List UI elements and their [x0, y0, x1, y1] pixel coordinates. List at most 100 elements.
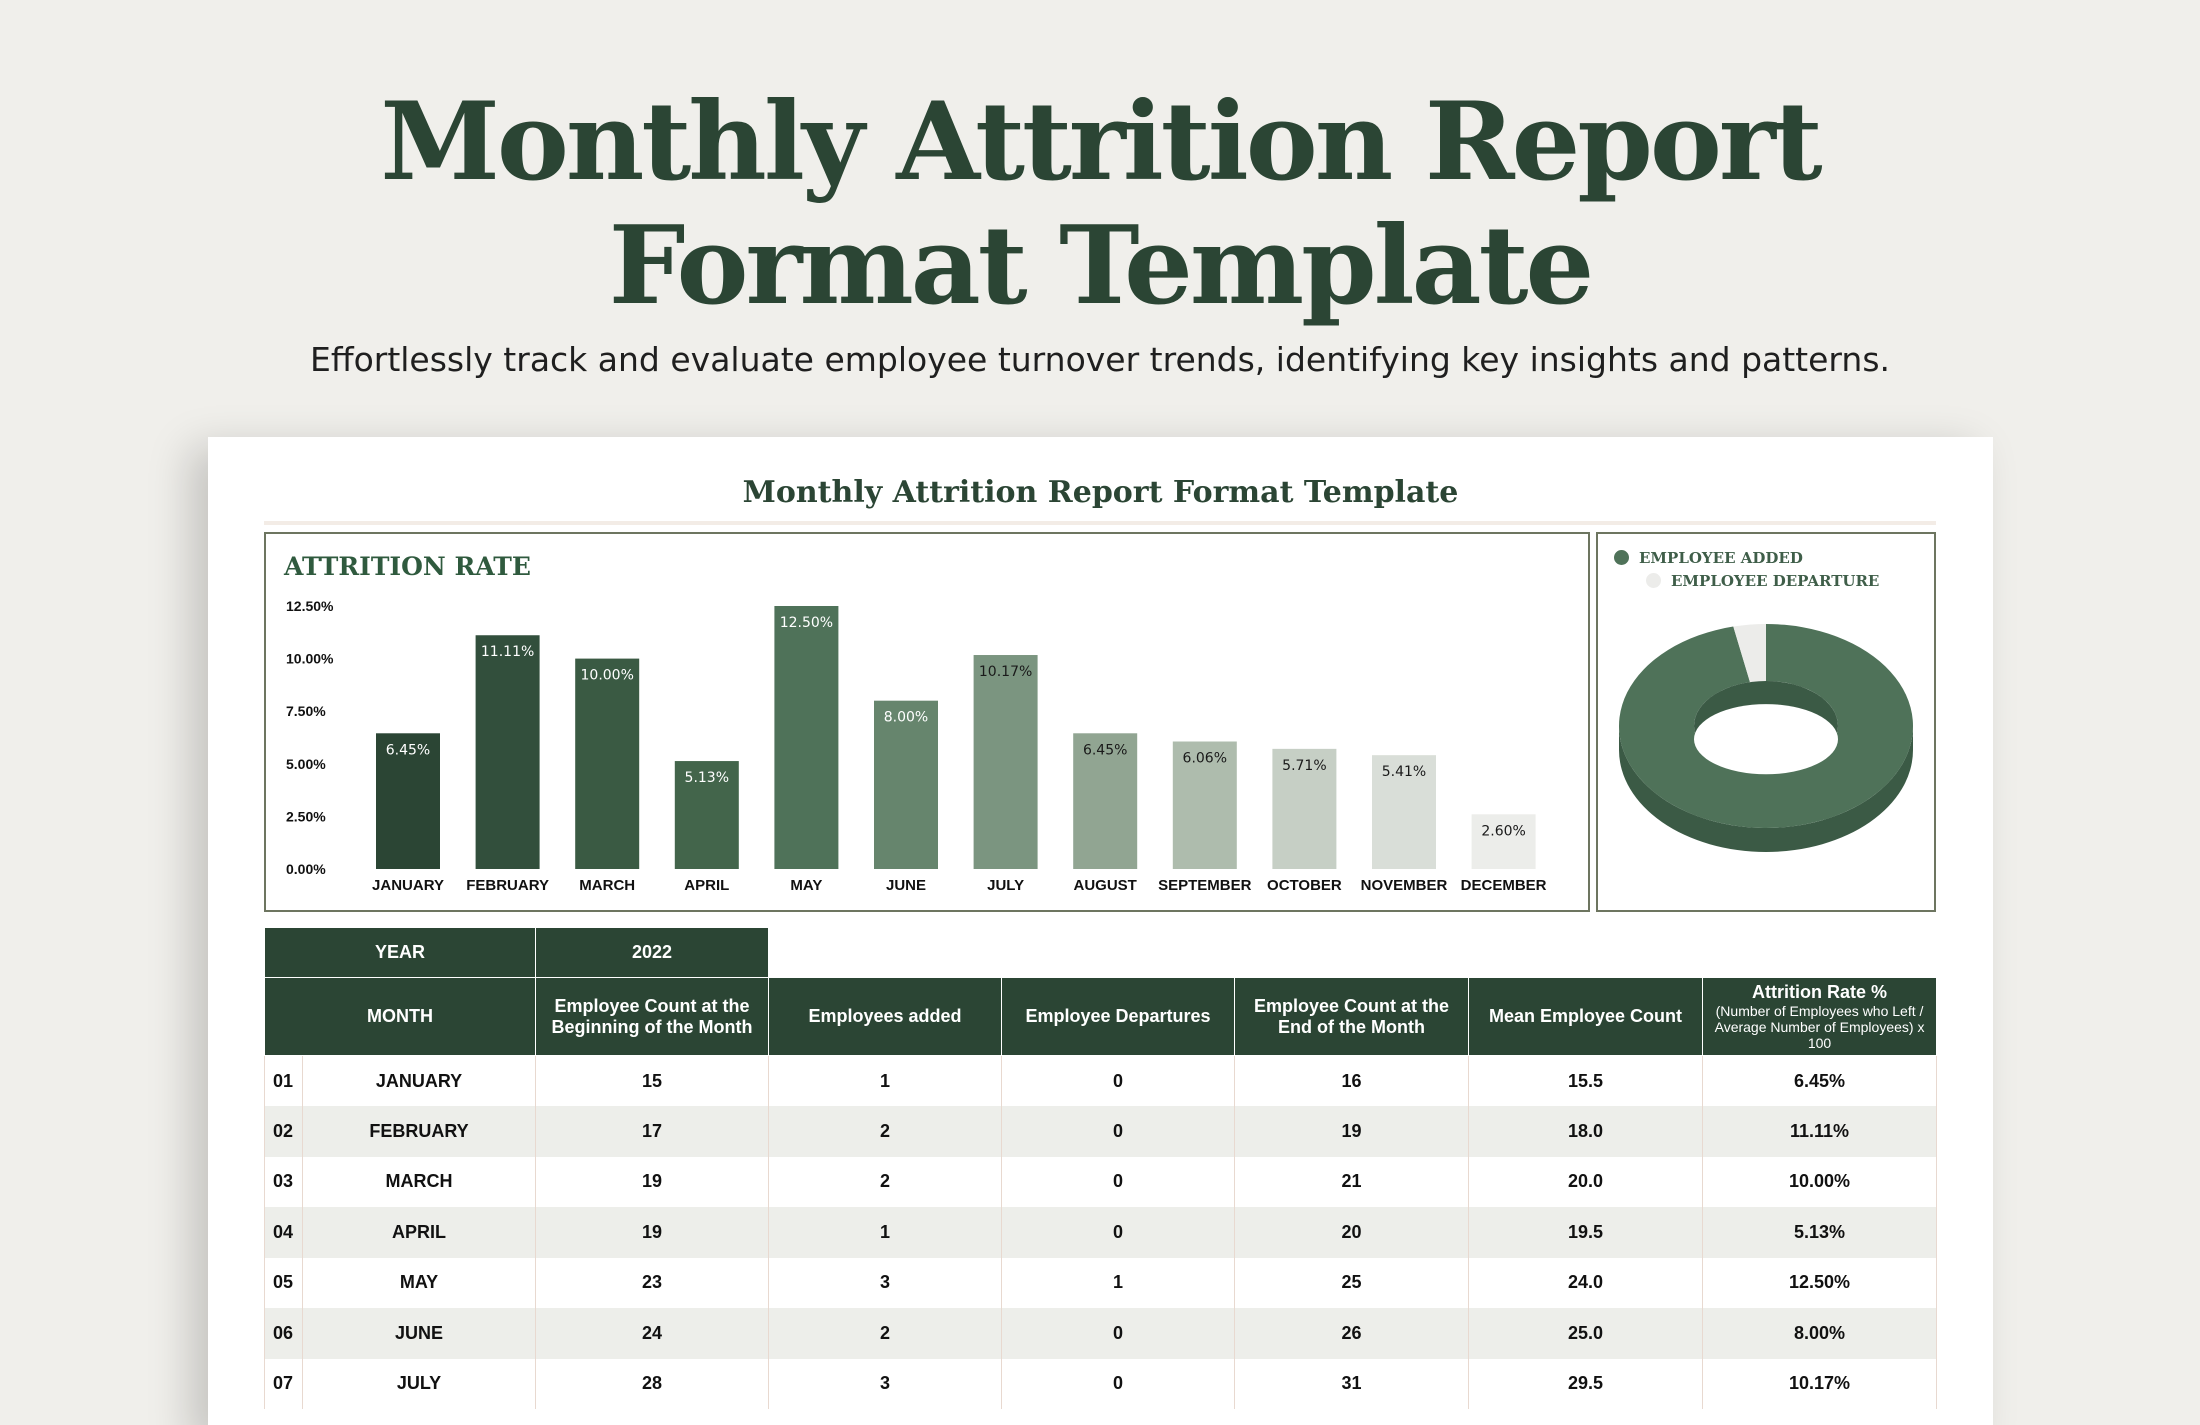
month-cell: MARCH — [302, 1156, 537, 1207]
donut-legend: EMPLOYEE ADDED EMPLOYEE DEPARTURE — [1614, 546, 1879, 592]
bar — [973, 655, 1038, 869]
legend-label-departure: EMPLOYEE DEPARTURE — [1671, 571, 1880, 590]
legend-item-departure: EMPLOYEE DEPARTURE — [1646, 569, 1879, 592]
end-count-cell: 31 — [1234, 1358, 1470, 1409]
bar — [774, 606, 839, 869]
x-tick-label: MAY — [790, 877, 822, 894]
departures-cell: 1 — [1001, 1257, 1236, 1308]
year-value: 2022 — [535, 927, 770, 978]
bar — [1073, 733, 1138, 869]
begin-count-cell: 23 — [535, 1257, 770, 1308]
attrition-table: YEAR 2022 MONTH Employee Count at the Be… — [263, 927, 1938, 1409]
table-row: 04 APRIL 19 1 0 20 19.5 5.13% — [264, 1207, 1938, 1258]
mean-count-cell: 24.0 — [1468, 1257, 1704, 1308]
added-cell: 3 — [768, 1358, 1003, 1409]
row-number: 06 — [264, 1308, 303, 1359]
departures-cell: 0 — [1001, 1308, 1236, 1359]
page-title: Monthly Attrition Report Format Template — [0, 80, 2200, 328]
y-tick-label: 5.00% — [286, 756, 326, 772]
mean-count-cell: 18.0 — [1468, 1106, 1704, 1157]
attrition-rate-cell: 8.00% — [1702, 1308, 1938, 1359]
legend-label-added: EMPLOYEE ADDED — [1639, 548, 1803, 567]
departures-cell: 0 — [1001, 1106, 1236, 1157]
col-header-rate: Attrition Rate % (Number of Employees wh… — [1702, 977, 1938, 1056]
attrition-rate-cell: 12.50% — [1702, 1257, 1938, 1308]
begin-count-cell: 15 — [535, 1055, 770, 1106]
y-tick-label: 2.50% — [286, 808, 326, 824]
month-cell: JANUARY — [302, 1055, 537, 1106]
bar — [1272, 748, 1337, 869]
begin-count-cell: 24 — [535, 1308, 770, 1359]
bar-value-label: 6.45% — [386, 742, 430, 758]
col-header-mean: Mean Employee Count — [1468, 977, 1704, 1056]
bar — [1372, 755, 1436, 869]
bar — [874, 700, 938, 869]
mean-count-cell: 25.0 — [1468, 1308, 1704, 1359]
row-number: 05 — [264, 1257, 303, 1308]
bar-value-label: 10.00% — [581, 668, 634, 684]
x-tick-label: MARCH — [579, 877, 635, 894]
mean-count-cell: 29.5 — [1468, 1358, 1704, 1409]
end-count-cell: 21 — [1234, 1156, 1470, 1207]
x-tick-label: AUGUST — [1074, 877, 1137, 894]
donut-hole — [1694, 704, 1838, 775]
page-subtitle: Effortlessly track and evaluate employee… — [309, 340, 1891, 379]
legend-swatch-departure — [1646, 573, 1661, 588]
bar-value-label: 5.13% — [685, 770, 729, 786]
col-header-begin: Employee Count at the Beginning of the M… — [535, 977, 770, 1056]
added-cell: 2 — [768, 1156, 1003, 1207]
bar-value-label: 6.45% — [1083, 742, 1127, 758]
year-row: YEAR 2022 — [263, 927, 1937, 978]
donut-side-wall — [1619, 726, 1913, 852]
bar-value-label: 8.00% — [884, 710, 928, 726]
attrition-bar-chart-svg: 0.00% 2.50% 5.00% 7.50% 10.00% 12.50% 6.45% JAN… — [286, 598, 1547, 894]
attrition-rate-cell: 10.17% — [1702, 1358, 1938, 1409]
year-label: YEAR — [263, 927, 537, 978]
rate-header-formula: (Number of Employees who Left / Average … — [1714, 1003, 1925, 1051]
bar-value-label: 5.41% — [1382, 764, 1426, 780]
attrition-rate-cell: 10.00% — [1702, 1156, 1938, 1207]
begin-count-cell: 28 — [535, 1358, 770, 1409]
title-divider — [264, 521, 1936, 525]
bar — [376, 733, 440, 869]
end-count-cell: 26 — [1234, 1308, 1470, 1359]
mean-count-cell: 19.5 — [1468, 1207, 1704, 1258]
donut-svg — [1619, 624, 1913, 852]
attrition-rate-cell: 5.13% — [1702, 1207, 1938, 1258]
employee-donut-chart: EMPLOYEE ADDED EMPLOYEE DEPARTURE — [1596, 532, 1936, 912]
x-tick-label: JULY — [987, 877, 1024, 894]
row-number: 03 — [264, 1156, 303, 1207]
sheet-title: Monthly Attrition Report Format Template — [742, 475, 1459, 510]
col-header-departures: Employee Departures — [1001, 977, 1236, 1056]
spreadsheet-preview: Monthly Attrition Report Format Template… — [208, 437, 1993, 1425]
y-tick-label: 12.50% — [286, 598, 334, 614]
bar-value-label: 10.17% — [979, 664, 1032, 680]
mean-count-cell: 15.5 — [1468, 1055, 1704, 1106]
attrition-rate-chart: 0.00% 2.50% 5.00% 7.50% 10.00% 12.50% 6.45% JAN… — [264, 532, 1590, 912]
begin-count-cell: 19 — [535, 1156, 770, 1207]
table-row: 01 JANUARY 15 1 0 16 15.5 6.45% — [264, 1055, 1938, 1106]
begin-count-cell: 17 — [535, 1106, 770, 1157]
page-title-line-1: Monthly Attrition Report — [380, 79, 1822, 205]
month-cell: MAY — [302, 1257, 537, 1308]
added-cell: 2 — [768, 1308, 1003, 1359]
table-body: 01 JANUARY 15 1 0 16 15.5 6.45% 02 FEBRUARY 17 2 0 19… — [264, 1055, 1938, 1409]
rate-header-title: Attrition Rate % — [1752, 982, 1888, 1002]
y-tick-label: 7.50% — [286, 703, 326, 719]
bar — [475, 635, 540, 869]
x-tick-label: OCTOBER — [1267, 877, 1342, 894]
y-tick-label: 0.00% — [286, 861, 326, 877]
table-row: 02 FEBRUARY 17 2 0 19 18.0 11.11% — [264, 1106, 1938, 1157]
legend-swatch-added — [1614, 550, 1629, 565]
table-row: 05 MAY 23 3 1 25 24.0 12.50% — [264, 1257, 1938, 1308]
header-row: MONTH Employee Count at the Beginning of… — [263, 977, 1938, 1056]
end-count-cell: 25 — [1234, 1257, 1470, 1308]
col-header-added: Employees added — [768, 977, 1003, 1056]
y-tick-label: 10.00% — [286, 651, 334, 667]
departures-cell: 0 — [1001, 1358, 1236, 1409]
added-cell: 2 — [768, 1106, 1003, 1157]
departures-cell: 0 — [1001, 1156, 1236, 1207]
row-number: 01 — [264, 1055, 303, 1106]
page-title-line-2: Format Template — [608, 203, 1595, 329]
legend-item-added: EMPLOYEE ADDED — [1614, 546, 1879, 569]
